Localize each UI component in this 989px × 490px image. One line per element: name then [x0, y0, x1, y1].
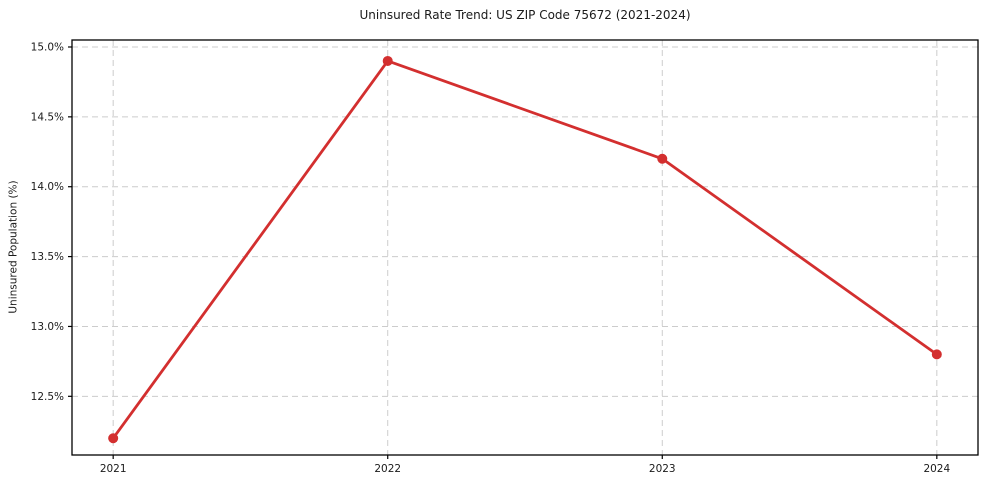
y-tick-label: 15.0% [31, 41, 64, 53]
y-tick-label: 13.0% [31, 321, 64, 333]
data-point-marker [382, 55, 393, 66]
data-point-marker [931, 349, 942, 360]
x-tick-label: 2024 [923, 463, 950, 475]
y-tick-label: 14.5% [31, 111, 64, 123]
data-point-marker [657, 153, 668, 164]
x-tick-label: 2021 [100, 463, 127, 475]
data-point-marker [108, 433, 119, 444]
x-tick-label: 2023 [649, 463, 676, 475]
y-tick-label: 14.0% [31, 181, 64, 193]
y-tick-label: 13.5% [31, 251, 64, 263]
plot-border [71, 39, 979, 456]
y-tick-label: 12.5% [31, 391, 64, 403]
y-axis-label: Uninsured Population (%) [7, 180, 20, 314]
chart-title: Uninsured Rate Trend: US ZIP Code 75672 … [359, 8, 691, 22]
trend-line [111, 59, 939, 440]
x-tick-label: 2022 [374, 463, 401, 475]
